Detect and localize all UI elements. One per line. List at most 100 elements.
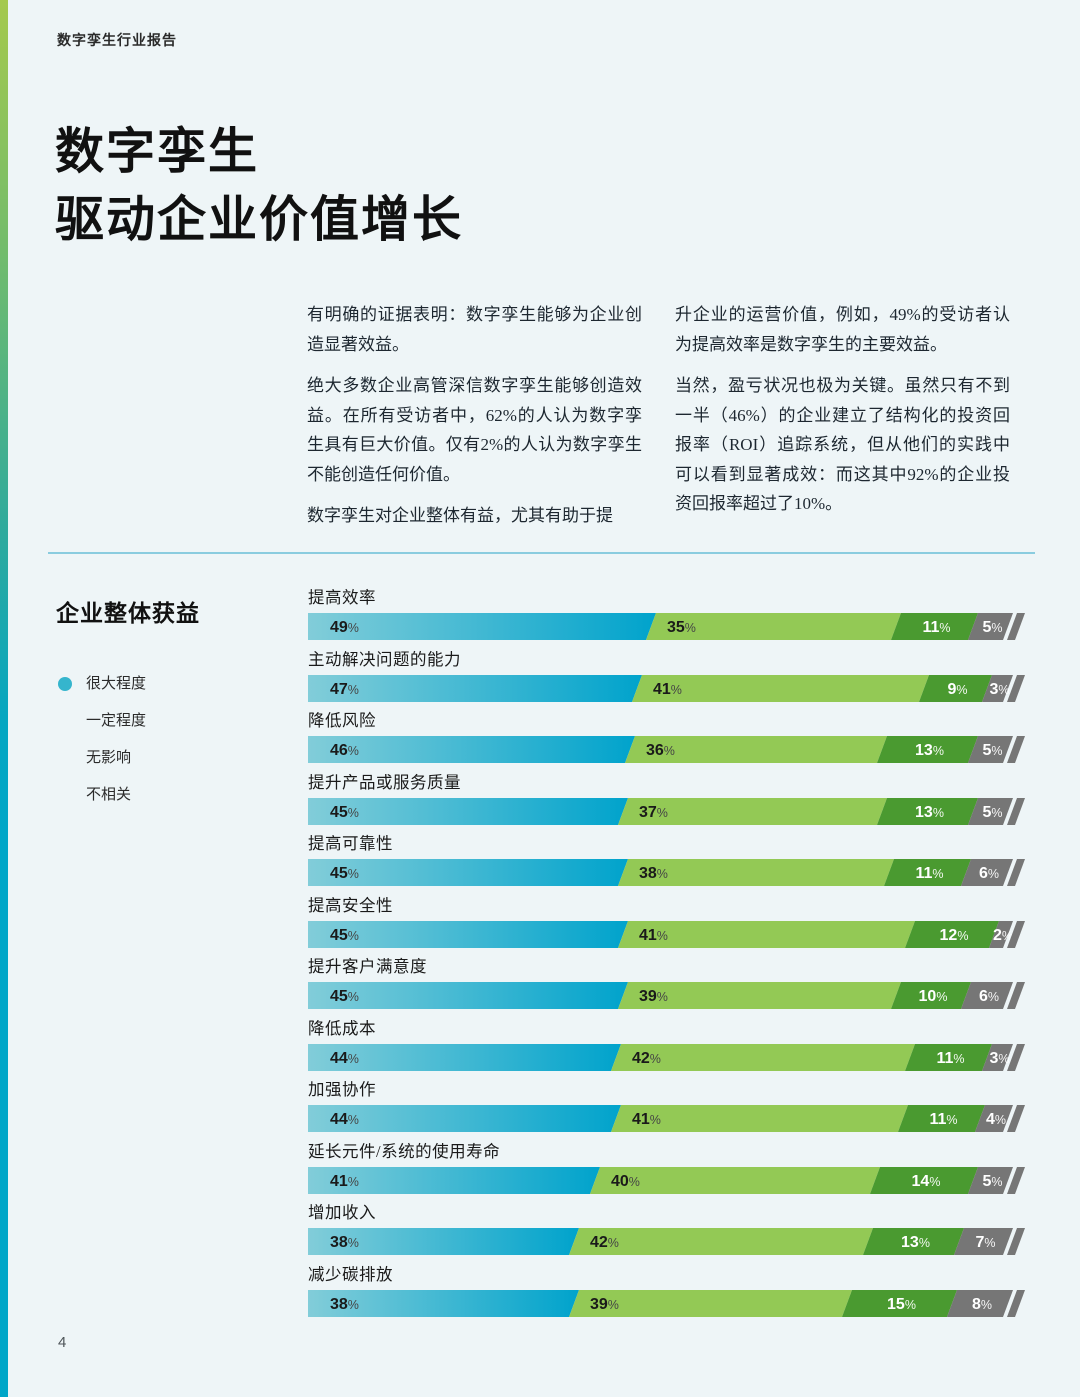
bar-value-label: 37%	[639, 804, 668, 821]
bar-endcap	[1007, 613, 1025, 640]
bar-segment	[968, 736, 1013, 763]
bar-category-label: 提高可靠性	[308, 834, 393, 853]
bar-endcap	[1007, 1105, 1025, 1132]
bar-value-label: 5%	[982, 619, 1002, 636]
bar-segment	[870, 1166, 978, 1194]
bar-value-label: 41%	[330, 1173, 359, 1190]
bar-endcap	[1007, 1289, 1025, 1317]
intro-paragraph: 当然，盈亏状况也极为关键。虽然只有不到一半（46%）的企业建立了结构化的投资回报…	[675, 376, 1010, 513]
bar-value-label: 11%	[936, 1050, 964, 1067]
bar-value-label: 5%	[982, 1173, 1002, 1190]
chart-row: 增加收入 38% 42% 13% 7%	[308, 1203, 1048, 1255]
stacked-bar: 45% 41% 12% 2%	[308, 920, 1025, 948]
bar-value-label: 2%	[993, 927, 1013, 944]
bar-segment	[569, 1289, 852, 1317]
bar-segment	[618, 797, 887, 825]
bar-segment	[989, 920, 1013, 948]
bar-segment	[308, 1228, 579, 1255]
bar-value-label: 6%	[979, 988, 999, 1005]
bar-value-label: 12%	[940, 927, 969, 944]
bar-value-label: 3%	[989, 681, 1009, 698]
bar-segment	[611, 1043, 915, 1071]
legend-dot-icon	[58, 677, 72, 691]
chart-row: 减少碳排放 38% 39% 15% 8%	[308, 1265, 1048, 1317]
bar-segment	[308, 920, 628, 948]
bar-value-label: 39%	[590, 1296, 619, 1313]
bar-segment	[961, 982, 1013, 1009]
bar-value-label: 14%	[912, 1173, 941, 1190]
bar-segment	[982, 1043, 1013, 1071]
page-title-line-2: 驱动企业价值增长	[55, 192, 464, 247]
bar-segment	[961, 859, 1013, 886]
bar-segment	[308, 613, 656, 640]
chart-row: 降低成本 44% 42% 11% 3%	[308, 1019, 1048, 1071]
bar-endcap	[1007, 736, 1025, 763]
bar-segment	[863, 1228, 964, 1255]
bar-segment	[905, 1043, 992, 1071]
chart-row: 加强协作 44% 41% 11% 4%	[308, 1080, 1048, 1132]
bar-endcap	[1007, 1043, 1025, 1071]
legend-label: 一定程度	[86, 713, 147, 729]
bar-value-label: 36%	[646, 742, 675, 759]
bar-value-label: 38%	[330, 1234, 359, 1251]
chart-row: 提高可靠性 45% 38% 11% 6%	[308, 834, 1048, 886]
bar-value-label: 35%	[667, 619, 696, 636]
intro-paragraph: 绝大多数企业高管深信数字孪生能够创造效益。在所有受访者中，62%的人认为数字孪生…	[307, 376, 642, 484]
intro-paragraph: 升企业的运营价值，例如，49%的受访者认为提高效率是数字孪生的主要效益。	[675, 305, 1010, 354]
bar-value-label: 45%	[330, 865, 359, 882]
accent-gradient-strip	[0, 0, 8, 1397]
intro-column-left: 有明确的证据表明：数字孪生能够为企业创造显著效益。 绝大多数企业高管深信数字孪生…	[307, 300, 642, 543]
bar-category-label: 降低成本	[308, 1018, 376, 1038]
bar-segment	[968, 1166, 1013, 1194]
intro-paragraph: 数字孪生对企业整体有益，尤其有助于提	[307, 506, 613, 525]
bar-endcap	[1007, 1166, 1025, 1194]
bar-segment	[308, 736, 635, 763]
legend-item-no-impact: 无影响	[58, 750, 146, 766]
benefits-legend: 很大程度 一定程度 无影响 不相关	[58, 676, 146, 824]
stacked-bar: 38% 42% 13% 7%	[308, 1228, 1025, 1255]
legend-item-not-relevant: 不相关	[58, 787, 146, 803]
chart-row: 主动解决问题的能力 47% 41% 9% 3%	[308, 650, 1048, 702]
bar-value-label: 47%	[330, 681, 359, 698]
bar-value-label: 44%	[330, 1111, 359, 1128]
bar-segment	[975, 1105, 1013, 1132]
bar-category-label: 主动解决问题的能力	[308, 649, 461, 669]
report-header: 数字孪生行业报告	[57, 34, 177, 49]
bar-segment	[308, 859, 628, 886]
chart-row: 提升产品或服务质量 45% 37% 13% 5%	[308, 773, 1048, 825]
bar-segment	[632, 674, 929, 702]
bar-endcap	[1007, 859, 1025, 886]
bar-segment	[905, 920, 999, 948]
bar-segment	[898, 1105, 985, 1132]
bar-segment	[947, 1289, 1013, 1317]
bar-value-label: 39%	[639, 988, 668, 1005]
stacked-bar: 38% 39% 15% 8%	[308, 1289, 1025, 1317]
bar-segment	[954, 1228, 1013, 1255]
bar-segment	[968, 613, 1013, 640]
bar-value-label: 3%	[989, 1050, 1009, 1067]
bar-endcap	[1007, 674, 1025, 702]
bar-value-label: 11%	[929, 1111, 957, 1128]
stacked-bar: 46% 36% 13% 5%	[308, 736, 1025, 763]
bar-category-label: 提升产品或服务质量	[308, 772, 461, 792]
bar-category-label: 加强协作	[308, 1080, 376, 1099]
bar-value-label: 13%	[915, 742, 944, 759]
bar-segment	[308, 1166, 600, 1194]
bar-segment	[590, 1166, 880, 1194]
bar-endcap	[1007, 920, 1025, 948]
chart-row: 提升客户满意度 45% 39% 10% 6%	[308, 957, 1048, 1009]
bar-category-label: 延长元件/系统的使用寿命	[308, 1141, 501, 1161]
chart-row: 延长元件/系统的使用寿命 41% 40% 14% 5%	[308, 1142, 1048, 1194]
bar-segment	[618, 920, 915, 948]
bar-segment	[919, 674, 992, 702]
section-title: 企业整体获益	[56, 601, 200, 626]
bar-segment	[982, 674, 1013, 702]
bar-segment	[308, 1289, 579, 1317]
bar-value-label: 38%	[330, 1296, 359, 1313]
stacked-bar: 47% 41% 9% 3%	[308, 674, 1025, 702]
bar-segment	[877, 736, 978, 763]
bar-value-label: 9%	[947, 681, 967, 698]
bar-segment	[646, 613, 901, 640]
bar-segment	[968, 797, 1013, 825]
bar-segment	[569, 1228, 873, 1255]
